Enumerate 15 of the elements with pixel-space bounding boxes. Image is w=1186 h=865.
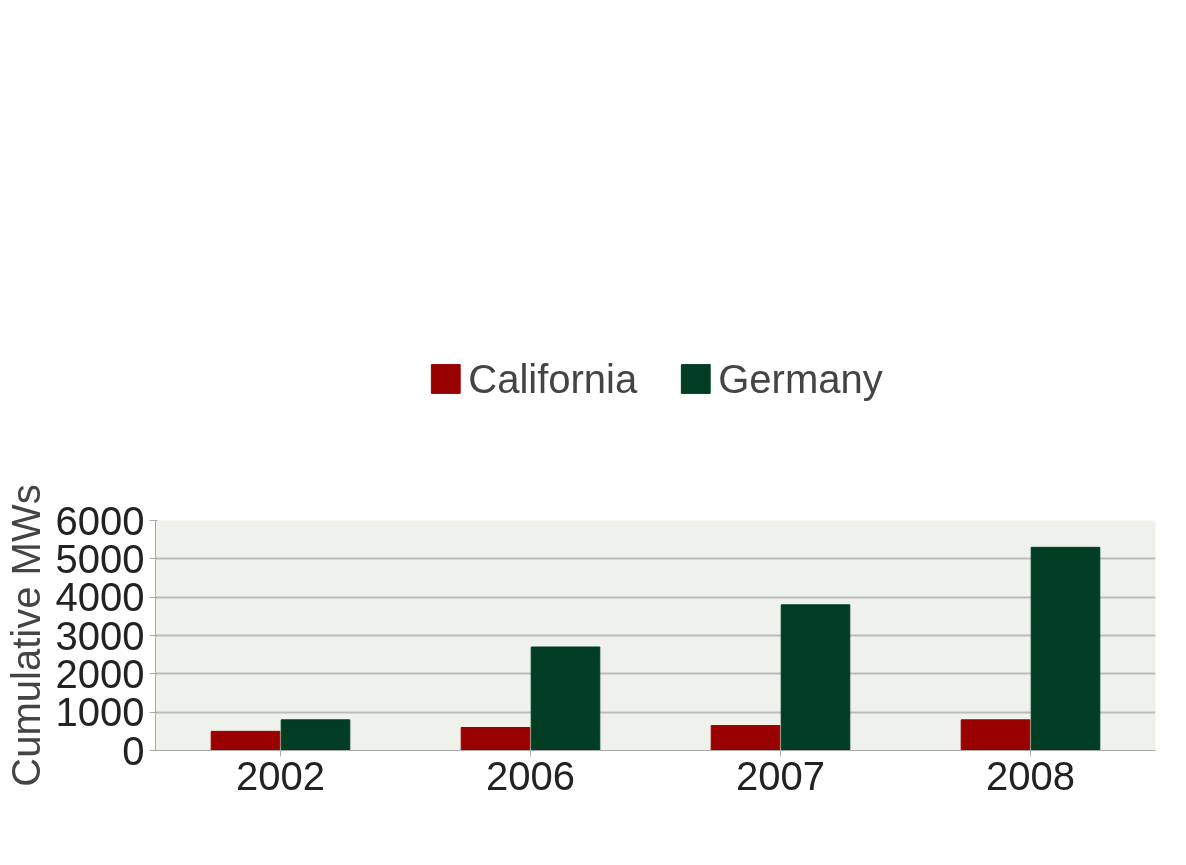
x-tick-label: 2007 (736, 753, 825, 798)
x-tick-label: 2006 (486, 753, 575, 798)
bar (960, 719, 1031, 751)
y-axis-title: Cumulative MWs (3, 484, 48, 787)
legend-label: California (468, 356, 638, 402)
bar (1030, 546, 1101, 751)
bar (280, 719, 351, 751)
bar (780, 604, 851, 751)
x-tick-label: 2002 (236, 753, 325, 798)
legend-label: Germany (718, 356, 883, 402)
bar (710, 725, 781, 751)
x-tick-label: 2008 (986, 753, 1075, 798)
bar (460, 727, 531, 751)
bar (210, 730, 281, 751)
bar (530, 646, 601, 751)
